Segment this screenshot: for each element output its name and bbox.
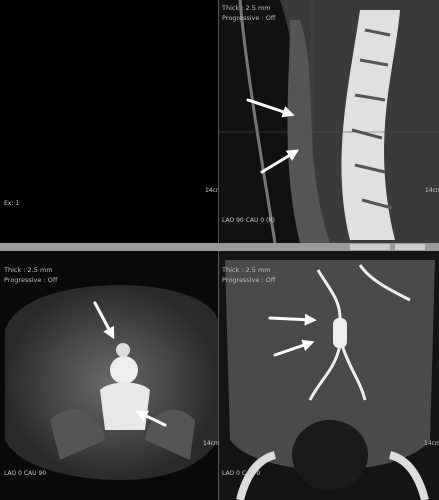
toolbar-button[interactable]	[395, 244, 425, 250]
bladder	[292, 420, 368, 490]
arrow	[246, 98, 295, 118]
scale-label: 14cm	[424, 440, 439, 447]
scale-label: 14cm	[425, 187, 439, 194]
vertebral-arch	[100, 382, 150, 430]
arrow	[268, 313, 317, 326]
vessels	[308, 264, 411, 401]
toolbar	[0, 243, 439, 251]
arrow	[260, 149, 300, 174]
aorta	[116, 343, 130, 357]
orientation-label: LAO 0 CAU 90	[4, 470, 46, 477]
arrow	[135, 410, 167, 427]
pelvic-bone	[236, 451, 429, 500]
soft-tissue	[287, 20, 330, 243]
panel-sagittal: Thick : 2.5 mm Progressive : Off 14cm LA…	[219, 0, 439, 244]
viewport	[0, 0, 218, 243]
spine	[341, 10, 400, 240]
scale-label: 14cm	[205, 187, 222, 194]
skin-line	[238, 0, 277, 244]
panel-axial: Thick : 2.5 mm Progressive : Off 14cm LA…	[0, 251, 220, 500]
thickness-label: Thick : 2.5 mm	[3, 266, 53, 274]
orientation-label: LAO 0 CAU 0	[222, 470, 260, 477]
thickness-label: Thick : 2.5 mm	[221, 4, 271, 12]
disc-spaces	[351, 28, 393, 210]
toolbar-button[interactable]	[350, 244, 390, 250]
panel-coronal: Thick : 2.5 mm Progressive : Off 14cm LA…	[219, 251, 439, 500]
scale-label: 14cm	[203, 440, 220, 447]
aorta	[333, 318, 347, 348]
arrow	[273, 339, 315, 357]
abdomen	[225, 260, 435, 470]
vertebral-body	[110, 356, 138, 384]
progressive-label: Progressive : Off	[222, 14, 276, 22]
corner-info: Ex: 1	[4, 200, 19, 207]
orientation-label: LAO 90 CAU 0 (R)	[222, 217, 275, 224]
panel-empty: Ex: 1 14cm	[0, 0, 222, 243]
progressive-label: Progressive : Off	[222, 276, 276, 284]
arrow	[93, 301, 115, 340]
thickness-label: Thick : 2.5 mm	[221, 266, 271, 274]
progressive-label: Progressive : Off	[4, 276, 58, 284]
